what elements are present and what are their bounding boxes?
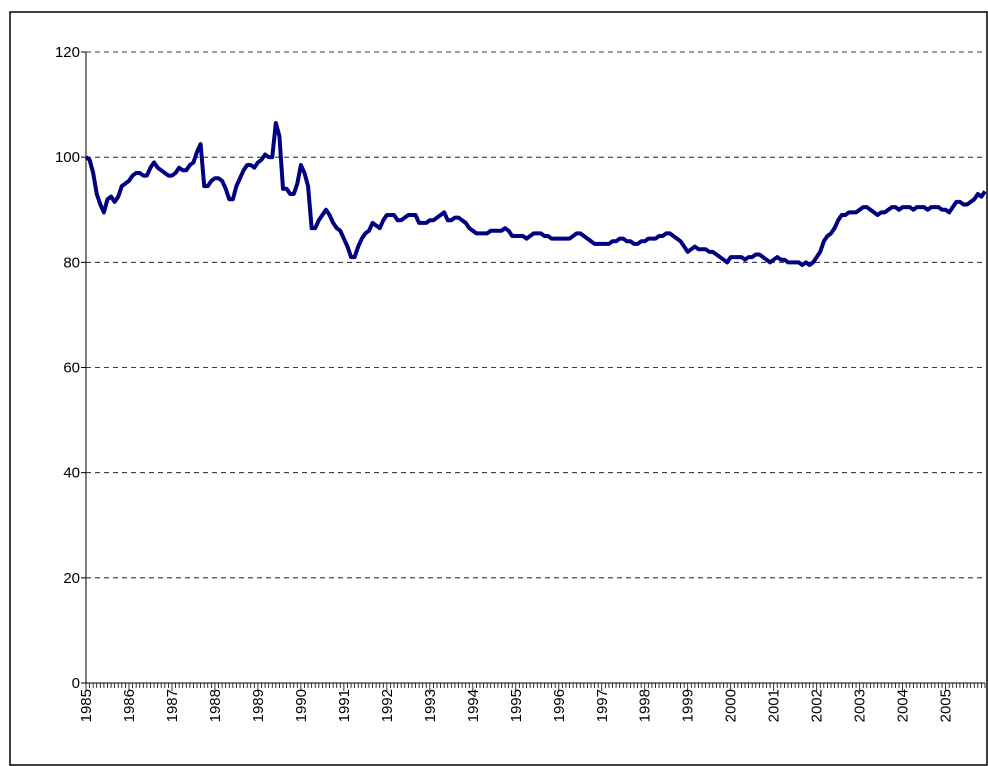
y-tick-label: 20 bbox=[63, 570, 80, 587]
data-line bbox=[84, 120, 987, 267]
x-tick-label: 1989 bbox=[250, 689, 267, 722]
x-tick-label: 1995 bbox=[508, 689, 525, 722]
x-tick-label: 2004 bbox=[895, 689, 912, 722]
x-tick-label: 1990 bbox=[293, 689, 310, 722]
x-tick-label: 2002 bbox=[809, 689, 826, 722]
x-tick-label: 1986 bbox=[121, 689, 138, 722]
x-tick-label: 1998 bbox=[637, 689, 654, 722]
y-tick-label: 100 bbox=[55, 149, 80, 166]
y-tick-label: 0 bbox=[72, 675, 80, 692]
x-tick-label: 2003 bbox=[852, 689, 869, 722]
x-tick-label: 1994 bbox=[465, 689, 482, 722]
chart-frame bbox=[9, 11, 988, 766]
y-tick-label: 80 bbox=[63, 254, 80, 271]
x-tick-label: 1985 bbox=[78, 689, 95, 722]
x-tick-label: 1992 bbox=[379, 689, 396, 722]
y-tick-label: 40 bbox=[63, 465, 80, 482]
x-tick-label: 2005 bbox=[938, 689, 955, 722]
x-tick-label: 1988 bbox=[207, 689, 224, 722]
y-tick-label: 60 bbox=[63, 360, 80, 377]
x-tick-label: 1987 bbox=[164, 689, 181, 722]
x-tick-label: 1991 bbox=[336, 689, 353, 722]
x-tick-label: 2000 bbox=[723, 689, 740, 722]
x-tick-label: 1999 bbox=[680, 689, 697, 722]
x-tick-label: 1993 bbox=[422, 689, 439, 722]
y-tick-label: 120 bbox=[55, 44, 80, 61]
x-tick-label: 1997 bbox=[594, 689, 611, 722]
x-tick-label: 1996 bbox=[551, 689, 568, 722]
x-tick-label: 2001 bbox=[766, 689, 783, 722]
